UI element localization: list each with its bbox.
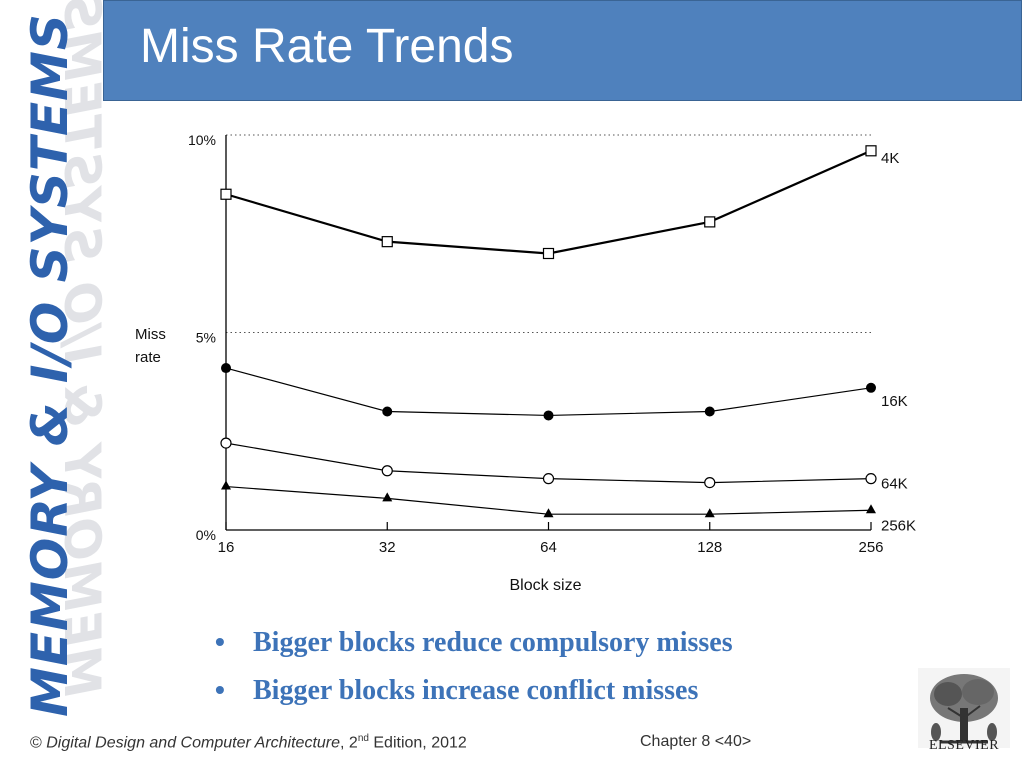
data-point: [704, 406, 715, 417]
y-axis-label: Miss: [135, 326, 166, 343]
data-point: [865, 473, 877, 485]
header-banner: Miss Rate Trends: [103, 0, 1022, 101]
data-point: [542, 473, 555, 485]
x-tick-label: 32: [379, 539, 396, 556]
data-point: [382, 406, 393, 417]
elsevier-tree-logo-icon: [918, 668, 1010, 748]
data-point: [866, 382, 876, 393]
x-axis-label: Block size: [509, 577, 581, 594]
y-tick-label: 5%: [196, 330, 216, 346]
data-point: [220, 188, 232, 200]
series-label: 256K: [881, 517, 916, 534]
data-point: [221, 363, 231, 374]
bullet-text: Bigger blocks increase conflict misses: [253, 675, 699, 706]
data-point: [865, 145, 877, 157]
series-line-4k: [225, 149, 872, 255]
bullet-icon: •: [215, 626, 225, 657]
data-point: [220, 437, 232, 449]
x-tick-label: 256: [858, 539, 883, 556]
edition-text: , 2: [340, 734, 358, 752]
series-label: 16K: [881, 393, 908, 410]
series-line-16k: [225, 367, 872, 417]
bullet-icon: •: [215, 674, 225, 705]
data-point: [382, 492, 393, 502]
miss-rate-chart: 16 32 64 128 256 0% 5% 10% Miss rate Block size 4K 1…: [135, 132, 916, 594]
y-axis-label: rate: [135, 349, 161, 366]
series-label: 64K: [881, 476, 908, 493]
slide-title: Miss Rate Trends: [140, 20, 514, 73]
data-point: [866, 504, 876, 514]
book-title: Digital Design and Computer Architecture: [46, 734, 341, 752]
bullet-item: • Bigger blocks reduce compulsory misses: [215, 622, 733, 670]
data-point: [704, 216, 716, 228]
data-point: [543, 508, 554, 518]
x-tick-label: 16: [218, 539, 235, 556]
y-tick-label: 0%: [196, 527, 216, 543]
bullet-item: • Bigger blocks increase conflict misses: [215, 670, 733, 718]
footer-copyright: © Digital Design and Computer Architectu…: [30, 733, 467, 752]
sidebar: MEMORY & I/O SYSTEMS MEMORY & I/O SYSTEM…: [0, 0, 111, 730]
copyright-symbol: ©: [30, 734, 42, 752]
data-point: [221, 480, 231, 490]
sidebar-label: MEMORY & I/O SYSTEMS: [21, 13, 79, 717]
edition-year: Edition, 2012: [368, 734, 467, 752]
elsevier-label: ELSEVIER: [928, 738, 1000, 753]
data-point: [381, 236, 393, 248]
series-label: 4K: [881, 150, 899, 167]
chapter-page-number: Chapter 8 <40>: [640, 733, 752, 750]
bullet-text: Bigger blocks reduce compulsory misses: [253, 627, 733, 658]
edition-superscript: nd: [357, 733, 369, 744]
data-point: [543, 410, 554, 421]
data-point: [542, 247, 555, 260]
data-point: [704, 508, 715, 518]
bullet-list: • Bigger blocks reduce compulsory misses …: [215, 622, 733, 718]
data-point: [704, 477, 716, 489]
data-point: [381, 465, 393, 477]
y-tick-label: 10%: [188, 132, 216, 148]
x-tick-label: 128: [697, 539, 722, 556]
x-tick-label: 64: [540, 539, 557, 556]
